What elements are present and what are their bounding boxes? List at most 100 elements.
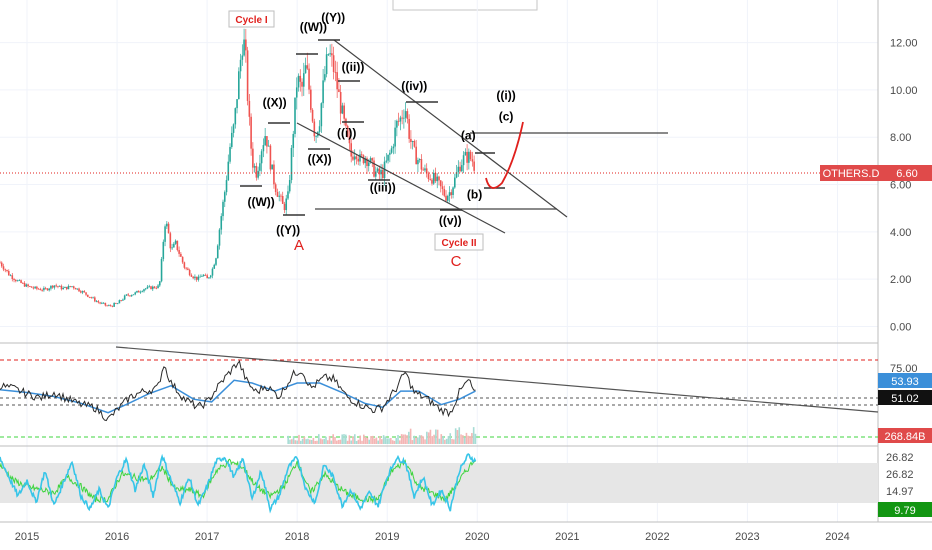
- candle-body: [85, 292, 87, 295]
- candle-body: [410, 138, 412, 143]
- volume-bar: [298, 434, 300, 444]
- candle-body: [0, 262, 1, 264]
- candle-body: [374, 171, 377, 177]
- candle-body: [343, 105, 345, 119]
- volume-bar: [337, 439, 340, 444]
- candle-body: [153, 286, 156, 288]
- candle-body: [16, 280, 19, 282]
- wave-label-6: ((ii)): [342, 60, 365, 74]
- wave-label-10: ((v)): [439, 214, 462, 228]
- candle-body: [415, 146, 417, 165]
- price-tag-group: OTHERS.D 6.60: [820, 165, 932, 181]
- candle-body: [250, 116, 252, 149]
- candle-body: [190, 275, 193, 277]
- candle-body: [417, 160, 419, 165]
- candle-body: [150, 286, 152, 290]
- candle-body: [285, 198, 288, 211]
- candle-body: [336, 72, 338, 90]
- candle-body: [215, 258, 217, 265]
- candle-body: [362, 155, 365, 164]
- volume-bar: [290, 439, 293, 444]
- candle-body: [174, 240, 177, 244]
- candle-body: [0, 262, 3, 267]
- volume-bar: [344, 434, 347, 444]
- volume-bar: [377, 440, 380, 444]
- candle-body: [58, 285, 61, 287]
- stoch-level-2: 26.82: [886, 469, 914, 481]
- candle-body: [181, 256, 184, 263]
- candle-body: [308, 68, 310, 90]
- candle-body: [222, 201, 224, 217]
- candle-body: [266, 136, 268, 147]
- volume-bar: [427, 432, 430, 444]
- volume-bar: [426, 431, 428, 444]
- candle-body: [332, 55, 335, 72]
- candle-body: [27, 284, 29, 287]
- volume-bar: [382, 435, 385, 444]
- candle-body: [6, 269, 8, 272]
- candle-body: [455, 172, 458, 178]
- candle-body: [325, 54, 328, 75]
- candle-body: [111, 305, 114, 307]
- candle-body: [195, 276, 198, 280]
- wave-label-2: ((X)): [263, 95, 287, 109]
- volume-bar: [463, 437, 466, 444]
- candle-body: [171, 247, 173, 249]
- candle-body: [329, 53, 331, 55]
- candle-body: [64, 286, 66, 288]
- volume-bar: [312, 437, 315, 444]
- cycle-1-label: Cycle I: [235, 15, 267, 26]
- candle-body: [301, 81, 303, 87]
- candle-body: [9, 275, 12, 277]
- candle-body: [71, 286, 73, 288]
- candle-body: [459, 166, 461, 172]
- candle-body: [446, 195, 449, 201]
- candle-body: [262, 145, 265, 152]
- volume-bar: [325, 436, 327, 444]
- candle-body: [11, 275, 14, 279]
- rsi-trendline: [115, 346, 879, 413]
- candle-body: [46, 288, 49, 291]
- candle-body: [406, 111, 409, 119]
- candle-body: [445, 195, 447, 201]
- candle-body: [60, 285, 63, 290]
- candle-body: [62, 287, 65, 290]
- stoch-k-line: [0, 453, 477, 514]
- candle-body: [399, 117, 402, 122]
- candle-body: [139, 291, 142, 293]
- wave-label-0: ((W)): [300, 20, 327, 34]
- volume-bar: [453, 439, 455, 444]
- candle-body: [34, 286, 36, 289]
- volume-bar: [440, 434, 443, 444]
- time-tick-2018: 2018: [285, 531, 309, 543]
- candle-body: [206, 275, 209, 279]
- rsi-tag: [878, 390, 932, 405]
- candle-body: [385, 160, 388, 162]
- rsi-line: [0, 360, 476, 422]
- candle-body: [18, 280, 21, 282]
- volume-bar: [417, 437, 419, 444]
- volume-bar: [354, 434, 356, 444]
- candle-body: [378, 168, 381, 175]
- candle-body: [148, 286, 151, 288]
- volume-bar: [413, 435, 416, 444]
- candle-body: [41, 290, 43, 291]
- time-tick-2021: 2021: [555, 531, 579, 543]
- volume-bar: [424, 439, 426, 444]
- candle-body: [424, 168, 426, 171]
- price-axis-ticks: 12.00 10.00 8.00 6.00 4.00 2.00 0.00: [890, 38, 918, 334]
- volume-bar: [303, 436, 306, 444]
- volume-bar: [357, 439, 360, 444]
- candle-body: [359, 154, 361, 162]
- candle-body: [44, 287, 47, 289]
- candle-body: [320, 103, 323, 127]
- time-tick-2022: 2022: [645, 531, 669, 543]
- candle-body: [134, 292, 137, 295]
- volume-bar: [391, 440, 394, 444]
- rsi-ma-tag-text: 53.93: [891, 376, 919, 388]
- candle-body: [204, 274, 207, 276]
- candle-body: [418, 159, 421, 161]
- header-box: [392, 0, 538, 11]
- candle-body: [450, 192, 453, 195]
- volume-bar: [431, 436, 434, 444]
